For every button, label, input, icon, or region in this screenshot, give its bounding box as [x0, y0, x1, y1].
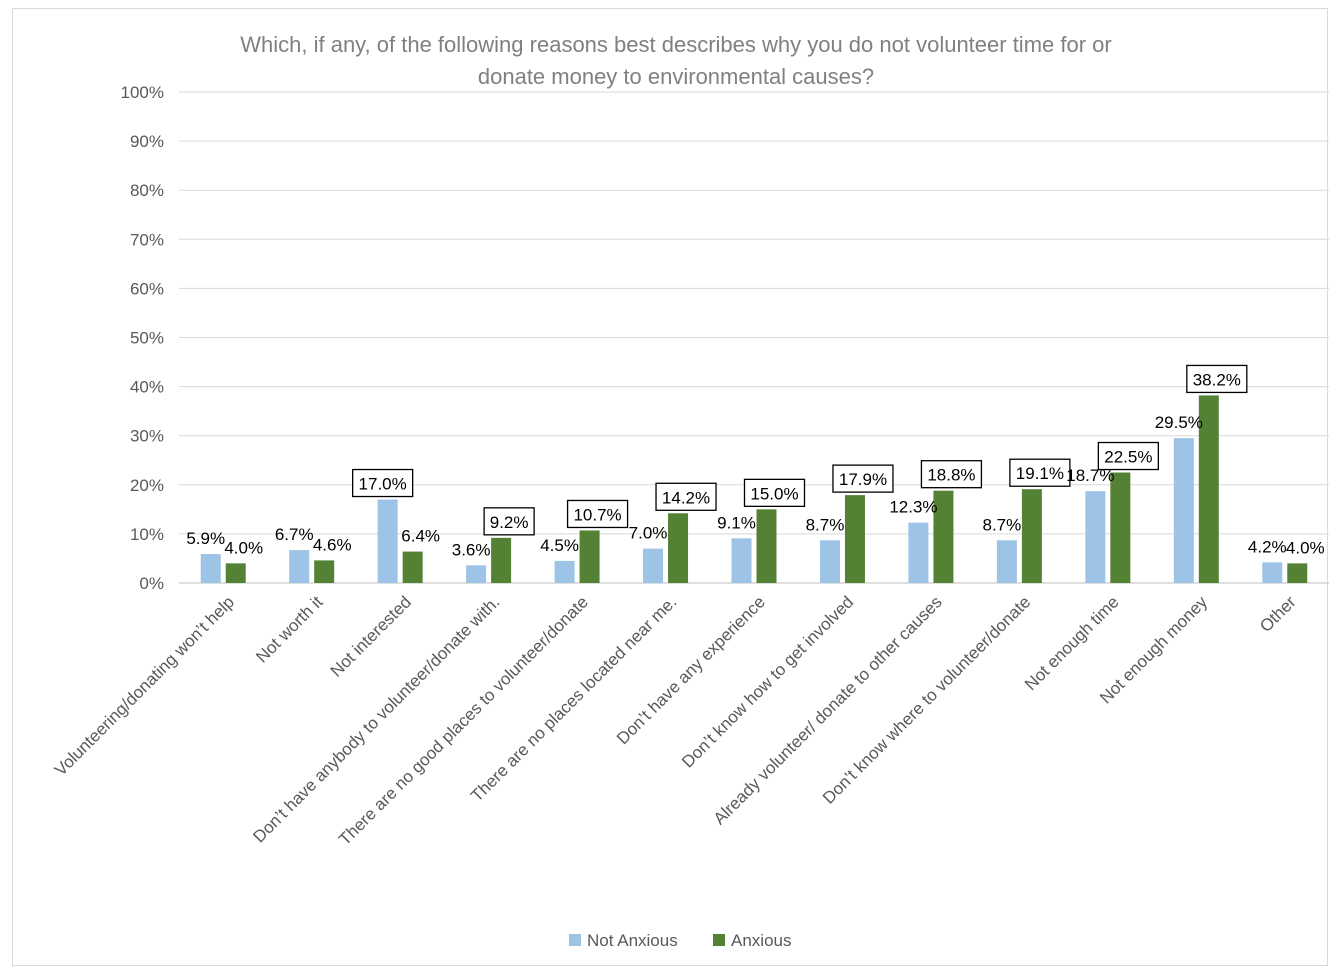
legend-label-not-anxious: Not Anxious — [587, 931, 678, 950]
bar-not-anxious — [200, 554, 221, 583]
y-axis-ticks: 0% 10% 20% 30% 40% 50% 60% 70% 80% 90% 100% — [121, 83, 164, 593]
chart-frame: Which, if any, of the following reasons … — [12, 8, 1329, 966]
y-tick-label: 90% — [130, 132, 164, 151]
y-tick-label: 0% — [139, 574, 164, 593]
data-labels: 5.9% 4.0%6.7%4.6%17.0%6.4%3.6%9.2%4.5%10.… — [186, 364, 1325, 559]
bar-anxious — [491, 537, 512, 583]
bar-anxious — [844, 495, 865, 583]
x-tick-label: Don’t know how to get involved — [678, 592, 857, 771]
gridlines — [179, 91, 1329, 584]
y-tick-label: 70% — [130, 230, 164, 249]
bar-not-anxious — [643, 548, 664, 583]
data-label-anxious: 4.0% — [224, 538, 263, 557]
data-label-anxious: 19.1% — [1016, 464, 1064, 483]
x-tick-label: Not worth it — [252, 592, 326, 666]
data-label-box — [920, 460, 983, 489]
data-label-box — [352, 468, 414, 498]
bar-not-anxious — [908, 522, 929, 583]
x-tick-label: Not interested — [327, 592, 415, 680]
data-label-anxious: 17.9% — [839, 470, 887, 489]
bar-anxious — [1198, 395, 1219, 583]
bar-not-anxious — [377, 499, 398, 583]
y-tick-label: 100% — [121, 83, 164, 102]
data-label-not-anxious: 7.0% — [629, 524, 668, 543]
data-label-not-anxious: 5.9% — [186, 529, 225, 548]
bar-not-anxious — [731, 538, 752, 583]
data-label-anxious: 14.2% — [662, 488, 710, 507]
bar-not-anxious — [996, 540, 1017, 583]
x-tick-label: Not enough time — [1021, 592, 1123, 694]
data-label-box — [1009, 458, 1071, 487]
y-tick-label: 30% — [130, 427, 164, 446]
x-tick-label: Volunteering/donating won’t help — [51, 592, 238, 779]
data-label-anxious: 10.7% — [573, 505, 621, 524]
legend-swatch-not-anxious — [569, 934, 581, 946]
y-tick-label: 80% — [130, 181, 164, 200]
x-tick-label: Don’t have any experience — [613, 592, 769, 748]
data-label-not-anxious: 4.5% — [540, 536, 579, 555]
data-label-anxious: 4.0% — [1286, 538, 1325, 557]
bar-anxious — [225, 563, 246, 583]
data-label-not-anxious: 6.7% — [275, 525, 314, 544]
legend-label-anxious: Anxious — [731, 931, 791, 950]
bar-anxious — [314, 560, 335, 583]
data-label-box — [483, 507, 535, 536]
legend-swatch-anxious — [713, 934, 725, 946]
bar-anxious — [1287, 563, 1308, 583]
chart-title-line-2: donate money to environmental causes? — [478, 64, 874, 89]
data-label-not-anxious: 12.3% — [889, 498, 937, 517]
bars — [200, 395, 1308, 583]
bar-not-anxious — [1173, 438, 1194, 583]
y-tick-label: 50% — [130, 329, 164, 348]
data-label-not-anxious: 17.0% — [359, 475, 407, 494]
data-label-anxious: 9.2% — [490, 513, 529, 532]
bar-not-anxious — [1085, 491, 1106, 583]
data-label-box — [743, 478, 806, 508]
bar-chart: Which, if any, of the following reasons … — [51, 32, 1329, 950]
data-label-anxious: 38.2% — [1193, 370, 1241, 389]
data-label-anxious: 4.6% — [313, 535, 352, 554]
data-label-not-anxious: 3.6% — [452, 540, 491, 559]
chart-title: Which, if any, of the following reasons … — [240, 32, 1111, 89]
x-axis-labels: Volunteering/donating won’t help Not wort… — [51, 592, 1300, 849]
legend: Not Anxious Anxious — [569, 931, 791, 950]
data-label-box — [1097, 441, 1159, 471]
data-label-box — [832, 464, 894, 493]
data-label-anxious: 6.4% — [401, 527, 440, 546]
data-label-not-anxious: 18.7% — [1066, 466, 1114, 485]
bar-anxious — [668, 513, 689, 583]
bar-not-anxious — [1262, 562, 1283, 583]
data-label-not-anxious: 4.2% — [1248, 537, 1287, 556]
bar-not-anxious — [819, 540, 840, 583]
data-label-not-anxious: 29.5% — [1155, 413, 1203, 432]
bar-anxious — [1021, 489, 1042, 583]
bar-anxious — [933, 490, 954, 583]
data-label-anxious: 18.8% — [927, 466, 975, 485]
data-label-box — [1186, 364, 1248, 394]
bar-anxious — [402, 551, 423, 583]
bar-not-anxious — [554, 560, 575, 583]
data-label-anxious: 15.0% — [750, 484, 798, 503]
y-tick-label: 20% — [130, 476, 164, 495]
bar-not-anxious — [466, 565, 487, 583]
bar-not-anxious — [289, 550, 310, 583]
data-label-not-anxious: 8.7% — [806, 515, 845, 534]
bar-anxious — [579, 530, 600, 583]
y-tick-label: 60% — [130, 279, 164, 298]
data-label-box — [655, 482, 717, 511]
y-tick-label: 40% — [130, 378, 164, 397]
data-label-anxious: 22.5% — [1104, 448, 1152, 467]
chart-title-line-1: Which, if any, of the following reasons … — [240, 32, 1111, 57]
bar-anxious — [756, 509, 777, 583]
bar-anxious — [1110, 472, 1131, 583]
data-label-not-anxious: 8.7% — [983, 515, 1022, 534]
data-label-not-anxious: 9.1% — [717, 513, 756, 532]
data-label-box — [566, 499, 629, 529]
y-tick-label: 10% — [130, 525, 164, 544]
x-tick-label: Other — [1256, 592, 1300, 636]
